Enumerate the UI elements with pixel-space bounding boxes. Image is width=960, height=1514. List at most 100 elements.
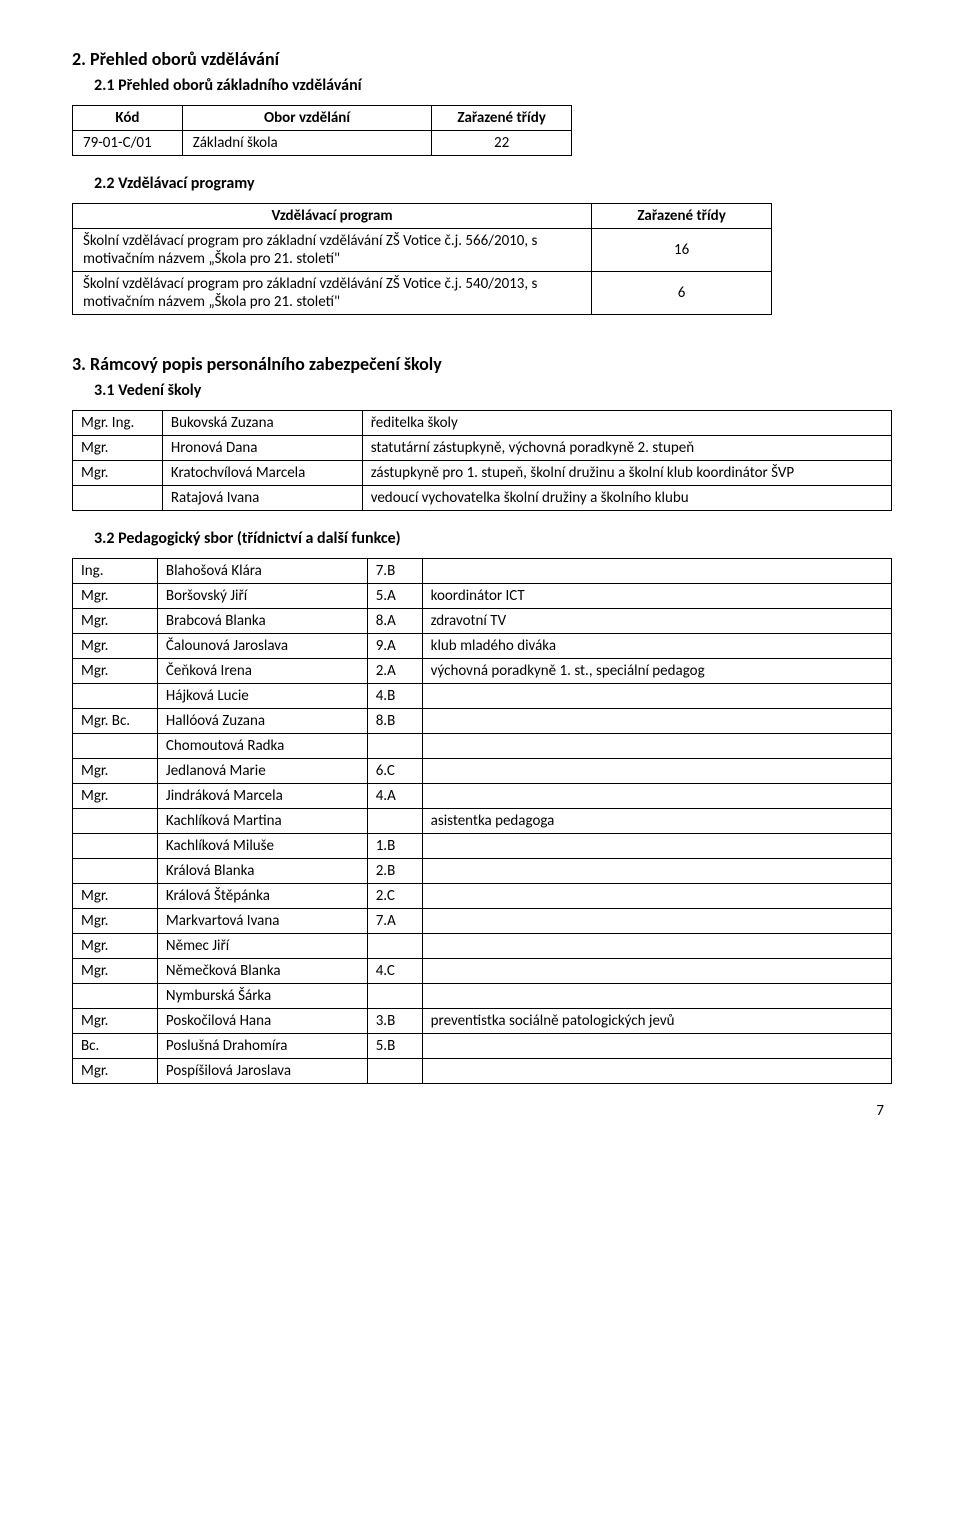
- table-row: Mgr. Bc.Hallóová Zuzana8.B: [73, 709, 892, 734]
- cell-obor: Základní škola: [182, 131, 431, 156]
- cell-class: 2.A: [367, 659, 422, 684]
- cell-role: [422, 984, 891, 1009]
- cell-role: [422, 959, 891, 984]
- cell-class: 4.C: [367, 959, 422, 984]
- cell-name: Poskočilová Hana: [157, 1009, 367, 1034]
- cell-class: 2.C: [367, 884, 422, 909]
- cell-name: Blahošová Klára: [157, 559, 367, 584]
- cell-class: 4.A: [367, 784, 422, 809]
- cell-title: Mgr.: [73, 634, 158, 659]
- cell-title: Bc.: [73, 1034, 158, 1059]
- cell-class: 1.B: [367, 834, 422, 859]
- cell-title: [73, 486, 163, 511]
- cell-title: Mgr. Ing.: [73, 411, 163, 436]
- cell-title: [73, 834, 158, 859]
- section-3-2-heading: 3.2 Pedagogický sbor (třídnictví a další…: [94, 529, 888, 548]
- cell-tridy: 22: [432, 131, 572, 156]
- cell-name: Jindráková Marcela: [157, 784, 367, 809]
- cell-class: 2.B: [367, 859, 422, 884]
- cell-title: Mgr. Bc.: [73, 709, 158, 734]
- cell-title: Mgr.: [73, 909, 158, 934]
- cell-name: Ratajová Ivana: [162, 486, 362, 511]
- cell-role: klub mladého diváka: [422, 634, 891, 659]
- table-row: Kachlíková Martina asistentka pedagoga: [73, 809, 892, 834]
- cell-name: Čeňková Irena: [157, 659, 367, 684]
- cell-title: [73, 684, 158, 709]
- table-row: Mgr.Poskočilová Hana3.Bpreventistka soci…: [73, 1009, 892, 1034]
- cell-name: Králová Štěpánka: [157, 884, 367, 909]
- page-number: 7: [72, 1102, 888, 1120]
- cell-class: 7.A: [367, 909, 422, 934]
- cell-name: Hájková Lucie: [157, 684, 367, 709]
- section-2-1-heading: 2.1 Přehled oborů základního vzdělávání: [94, 76, 888, 95]
- cell-name: Kratochvílová Marcela: [162, 461, 362, 486]
- cell-name: Boršovský Jiří: [157, 584, 367, 609]
- cell-name: Kachlíková Martina: [157, 809, 367, 834]
- cell-name: Němec Jiří: [157, 934, 367, 959]
- table-row: Chomoutová Radka: [73, 734, 892, 759]
- section-2-2-heading: 2.2 Vzdělávací programy: [94, 174, 888, 193]
- table-row: Mgr.Kratochvílová Marcelazástupkyně pro …: [73, 461, 892, 486]
- table-row: Ing.Blahošová Klára7.B: [73, 559, 892, 584]
- cell-class: 7.B: [367, 559, 422, 584]
- cell-role: ředitelka školy: [362, 411, 891, 436]
- cell-name: Kachlíková Miluše: [157, 834, 367, 859]
- cell-name: Bukovská Zuzana: [162, 411, 362, 436]
- cell-title: [73, 984, 158, 1009]
- cell-role: [422, 834, 891, 859]
- cell-name: Pospíšilová Jaroslava: [157, 1059, 367, 1084]
- table-row: Ratajová Ivanavedoucí vychovatelka školn…: [73, 486, 892, 511]
- cell-title: Mgr.: [73, 934, 158, 959]
- cell-name: Jedlanová Marie: [157, 759, 367, 784]
- cell-class: 5.B: [367, 1034, 422, 1059]
- cell-class: 8.B: [367, 709, 422, 734]
- cell-role: preventistka sociálně patologických jevů: [422, 1009, 891, 1034]
- th-tridy: Zařazené třídy: [592, 204, 772, 229]
- table-row: Mgr.Čeňková Irena2.Avýchovná poradkyně 1…: [73, 659, 892, 684]
- section-2-heading: 2. Přehled oborů vzdělávání: [72, 48, 888, 70]
- cell-tridy: 16: [592, 229, 772, 272]
- cell-role: vedoucí vychovatelka školní družiny a šk…: [362, 486, 891, 511]
- cell-title: Mgr.: [73, 959, 158, 984]
- cell-title: Mgr.: [73, 884, 158, 909]
- cell-role: [422, 884, 891, 909]
- cell-title: Mgr.: [73, 1009, 158, 1034]
- cell-name: Hallóová Zuzana: [157, 709, 367, 734]
- table-row: Nymburská Šárka: [73, 984, 892, 1009]
- cell-title: Mgr.: [73, 584, 158, 609]
- th-tridy: Zařazené třídy: [432, 106, 572, 131]
- cell-role: [422, 709, 891, 734]
- table-row: Mgr.Němečková Blanka4.C: [73, 959, 892, 984]
- cell-title: Mgr.: [73, 461, 163, 486]
- cell-role: [422, 759, 891, 784]
- cell-title: Mgr.: [73, 659, 158, 684]
- cell-title: Mgr.: [73, 609, 158, 634]
- cell-name: Hronová Dana: [162, 436, 362, 461]
- cell-name: Králová Blanka: [157, 859, 367, 884]
- section-3-heading: 3. Rámcový popis personálního zabezpečen…: [72, 353, 888, 375]
- cell-role: [422, 934, 891, 959]
- table-row: Školní vzdělávací program pro základní v…: [73, 272, 772, 315]
- cell-class: 3.B: [367, 1009, 422, 1034]
- table-vedeni: Mgr. Ing.Bukovská Zuzanaředitelka školy M…: [72, 410, 892, 511]
- cell-class: 8.A: [367, 609, 422, 634]
- cell-title: [73, 734, 158, 759]
- section-3-1-heading: 3.1 Vedení školy: [94, 381, 888, 400]
- cell-class: [367, 809, 422, 834]
- cell-name: Nymburská Šárka: [157, 984, 367, 1009]
- table-sbor: Ing.Blahošová Klára7.BMgr.Boršovský Jiří…: [72, 558, 892, 1084]
- table-row: Mgr.Brabcová Blanka8.Azdravotní TV: [73, 609, 892, 634]
- cell-name: Čalounová Jaroslava: [157, 634, 367, 659]
- table-programy: Vzdělávací program Zařazené třídy Školní…: [72, 203, 772, 315]
- cell-role: koordinátor ICT: [422, 584, 891, 609]
- table-row: Mgr.Markvartová Ivana7.A: [73, 909, 892, 934]
- cell-role: zdravotní TV: [422, 609, 891, 634]
- table-row: Mgr.Němec Jiří: [73, 934, 892, 959]
- cell-class: 9.A: [367, 634, 422, 659]
- cell-role: [422, 784, 891, 809]
- cell-class: 5.A: [367, 584, 422, 609]
- th-obor: Obor vzdělání: [182, 106, 431, 131]
- cell-role: asistentka pedagoga: [422, 809, 891, 834]
- table-row: Hájková Lucie4.B: [73, 684, 892, 709]
- cell-class: [367, 1059, 422, 1084]
